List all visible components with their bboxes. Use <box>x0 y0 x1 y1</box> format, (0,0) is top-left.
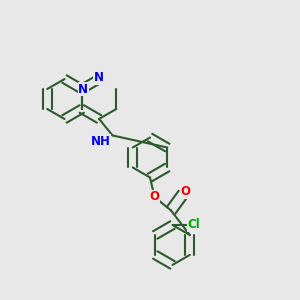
Text: O: O <box>149 190 160 203</box>
Text: N: N <box>94 71 104 84</box>
Text: N: N <box>78 82 88 95</box>
Text: O: O <box>180 185 190 198</box>
Text: NH: NH <box>91 135 110 148</box>
Text: Cl: Cl <box>188 218 200 232</box>
